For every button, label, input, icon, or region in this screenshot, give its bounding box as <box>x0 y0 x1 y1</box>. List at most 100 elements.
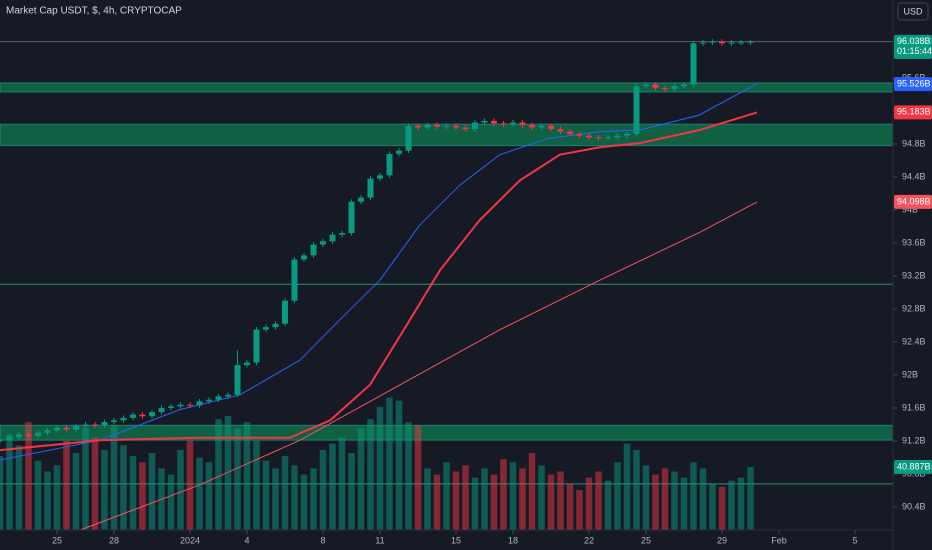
volume-bar <box>709 483 716 530</box>
volume-bar <box>414 425 422 530</box>
candle-body <box>196 401 203 406</box>
candle-body <box>168 406 174 408</box>
y-tick-label: 94B <box>902 204 918 214</box>
volume-bar <box>148 453 156 530</box>
y-tick-label: 90.4B <box>902 501 926 511</box>
volume-bar <box>376 406 384 530</box>
candle-body <box>510 122 516 125</box>
volume-bar <box>642 465 650 530</box>
x-tick-label: 18 <box>508 535 518 545</box>
volume-bar <box>348 453 355 530</box>
candle-body <box>282 300 288 324</box>
chart-title: Market Cap USDT, $, 4h, CRYPTOCAP <box>6 6 182 17</box>
x-tick-label: 4 <box>244 535 249 545</box>
candle-body <box>415 125 421 128</box>
candle-body <box>206 399 212 402</box>
volume-bar <box>243 422 251 530</box>
candle-body <box>462 127 469 130</box>
candle-body <box>690 43 697 85</box>
candle-body <box>225 394 231 397</box>
candle-body <box>472 122 478 130</box>
candle-body <box>301 255 307 260</box>
volume-bar <box>281 456 289 530</box>
price-badge-label: 95.183B <box>897 107 931 117</box>
candle-body <box>728 42 735 44</box>
volume-bar <box>386 397 393 530</box>
volume-bar <box>443 462 450 530</box>
moving-average <box>79 201 758 531</box>
candle-body <box>149 412 155 417</box>
candle-body <box>424 124 431 128</box>
candle-body <box>624 134 630 136</box>
price-badge <box>894 105 932 120</box>
candle-body <box>747 41 754 43</box>
candle-body <box>548 125 554 130</box>
candle-body <box>367 178 374 198</box>
candle-body <box>614 135 621 138</box>
volume-bar <box>120 445 127 530</box>
volume-bar <box>6 434 13 530</box>
candle-body <box>234 365 241 395</box>
zone <box>0 82 894 93</box>
price-badge <box>894 34 932 59</box>
candle-body <box>177 404 184 407</box>
candle-body <box>329 234 336 242</box>
plot-area <box>0 39 894 531</box>
price-badge <box>894 77 932 92</box>
volume-bar <box>205 462 213 530</box>
volume-bar <box>310 468 317 530</box>
volume-bar <box>15 445 23 530</box>
candle-body <box>443 125 450 127</box>
volume-bar <box>110 425 118 530</box>
price-badge <box>894 194 932 209</box>
candle-body <box>671 86 678 89</box>
volume-bar <box>167 474 175 530</box>
volume-bar <box>500 459 507 530</box>
candle-body <box>130 414 136 418</box>
volume-bar <box>614 462 621 530</box>
volume-bar <box>272 468 279 530</box>
volume-bar <box>547 474 555 530</box>
volume-bar <box>728 480 735 530</box>
candle-body <box>263 327 269 330</box>
volume-bar <box>367 419 374 530</box>
candle-body <box>633 86 640 135</box>
candle-body <box>291 259 298 301</box>
x-tick-label: 22 <box>584 535 594 545</box>
volume-bar <box>395 400 403 530</box>
volume-bar <box>53 465 61 530</box>
candle-body <box>44 430 51 433</box>
candle-body <box>244 362 250 366</box>
currency-button[interactable] <box>897 2 929 21</box>
candle-body <box>187 404 193 406</box>
volume-bar <box>196 457 203 530</box>
y-tick-label: 91.6B <box>902 402 926 412</box>
volume-bar <box>519 468 526 530</box>
volume-bar <box>462 465 469 530</box>
volume-bar <box>538 465 545 530</box>
y-tick-label: 93.2B <box>902 270 926 280</box>
candle-body <box>54 427 60 431</box>
candle-body <box>557 129 564 132</box>
candle-body <box>339 233 345 235</box>
candle-body <box>586 135 592 138</box>
x-tick-label: 15 <box>451 535 461 545</box>
volume-bar <box>481 468 488 530</box>
volume-bar <box>63 440 70 530</box>
currency[interactable]: USD <box>903 6 923 16</box>
price-badge-label: 96.038B <box>897 36 931 46</box>
price-badge-label: 40.887B <box>897 461 931 471</box>
volume-bar <box>471 477 479 530</box>
candle-body <box>481 120 488 123</box>
price-axis <box>893 0 932 550</box>
volume-bar <box>633 449 640 530</box>
candle-body <box>25 434 32 437</box>
candle-body <box>139 414 146 417</box>
volume-bar <box>424 468 431 530</box>
volume-bar <box>253 440 260 530</box>
volume-bar <box>44 471 51 530</box>
volume-bar <box>623 443 631 530</box>
x-tick-label: 8 <box>320 535 325 545</box>
candle-body <box>63 427 70 430</box>
